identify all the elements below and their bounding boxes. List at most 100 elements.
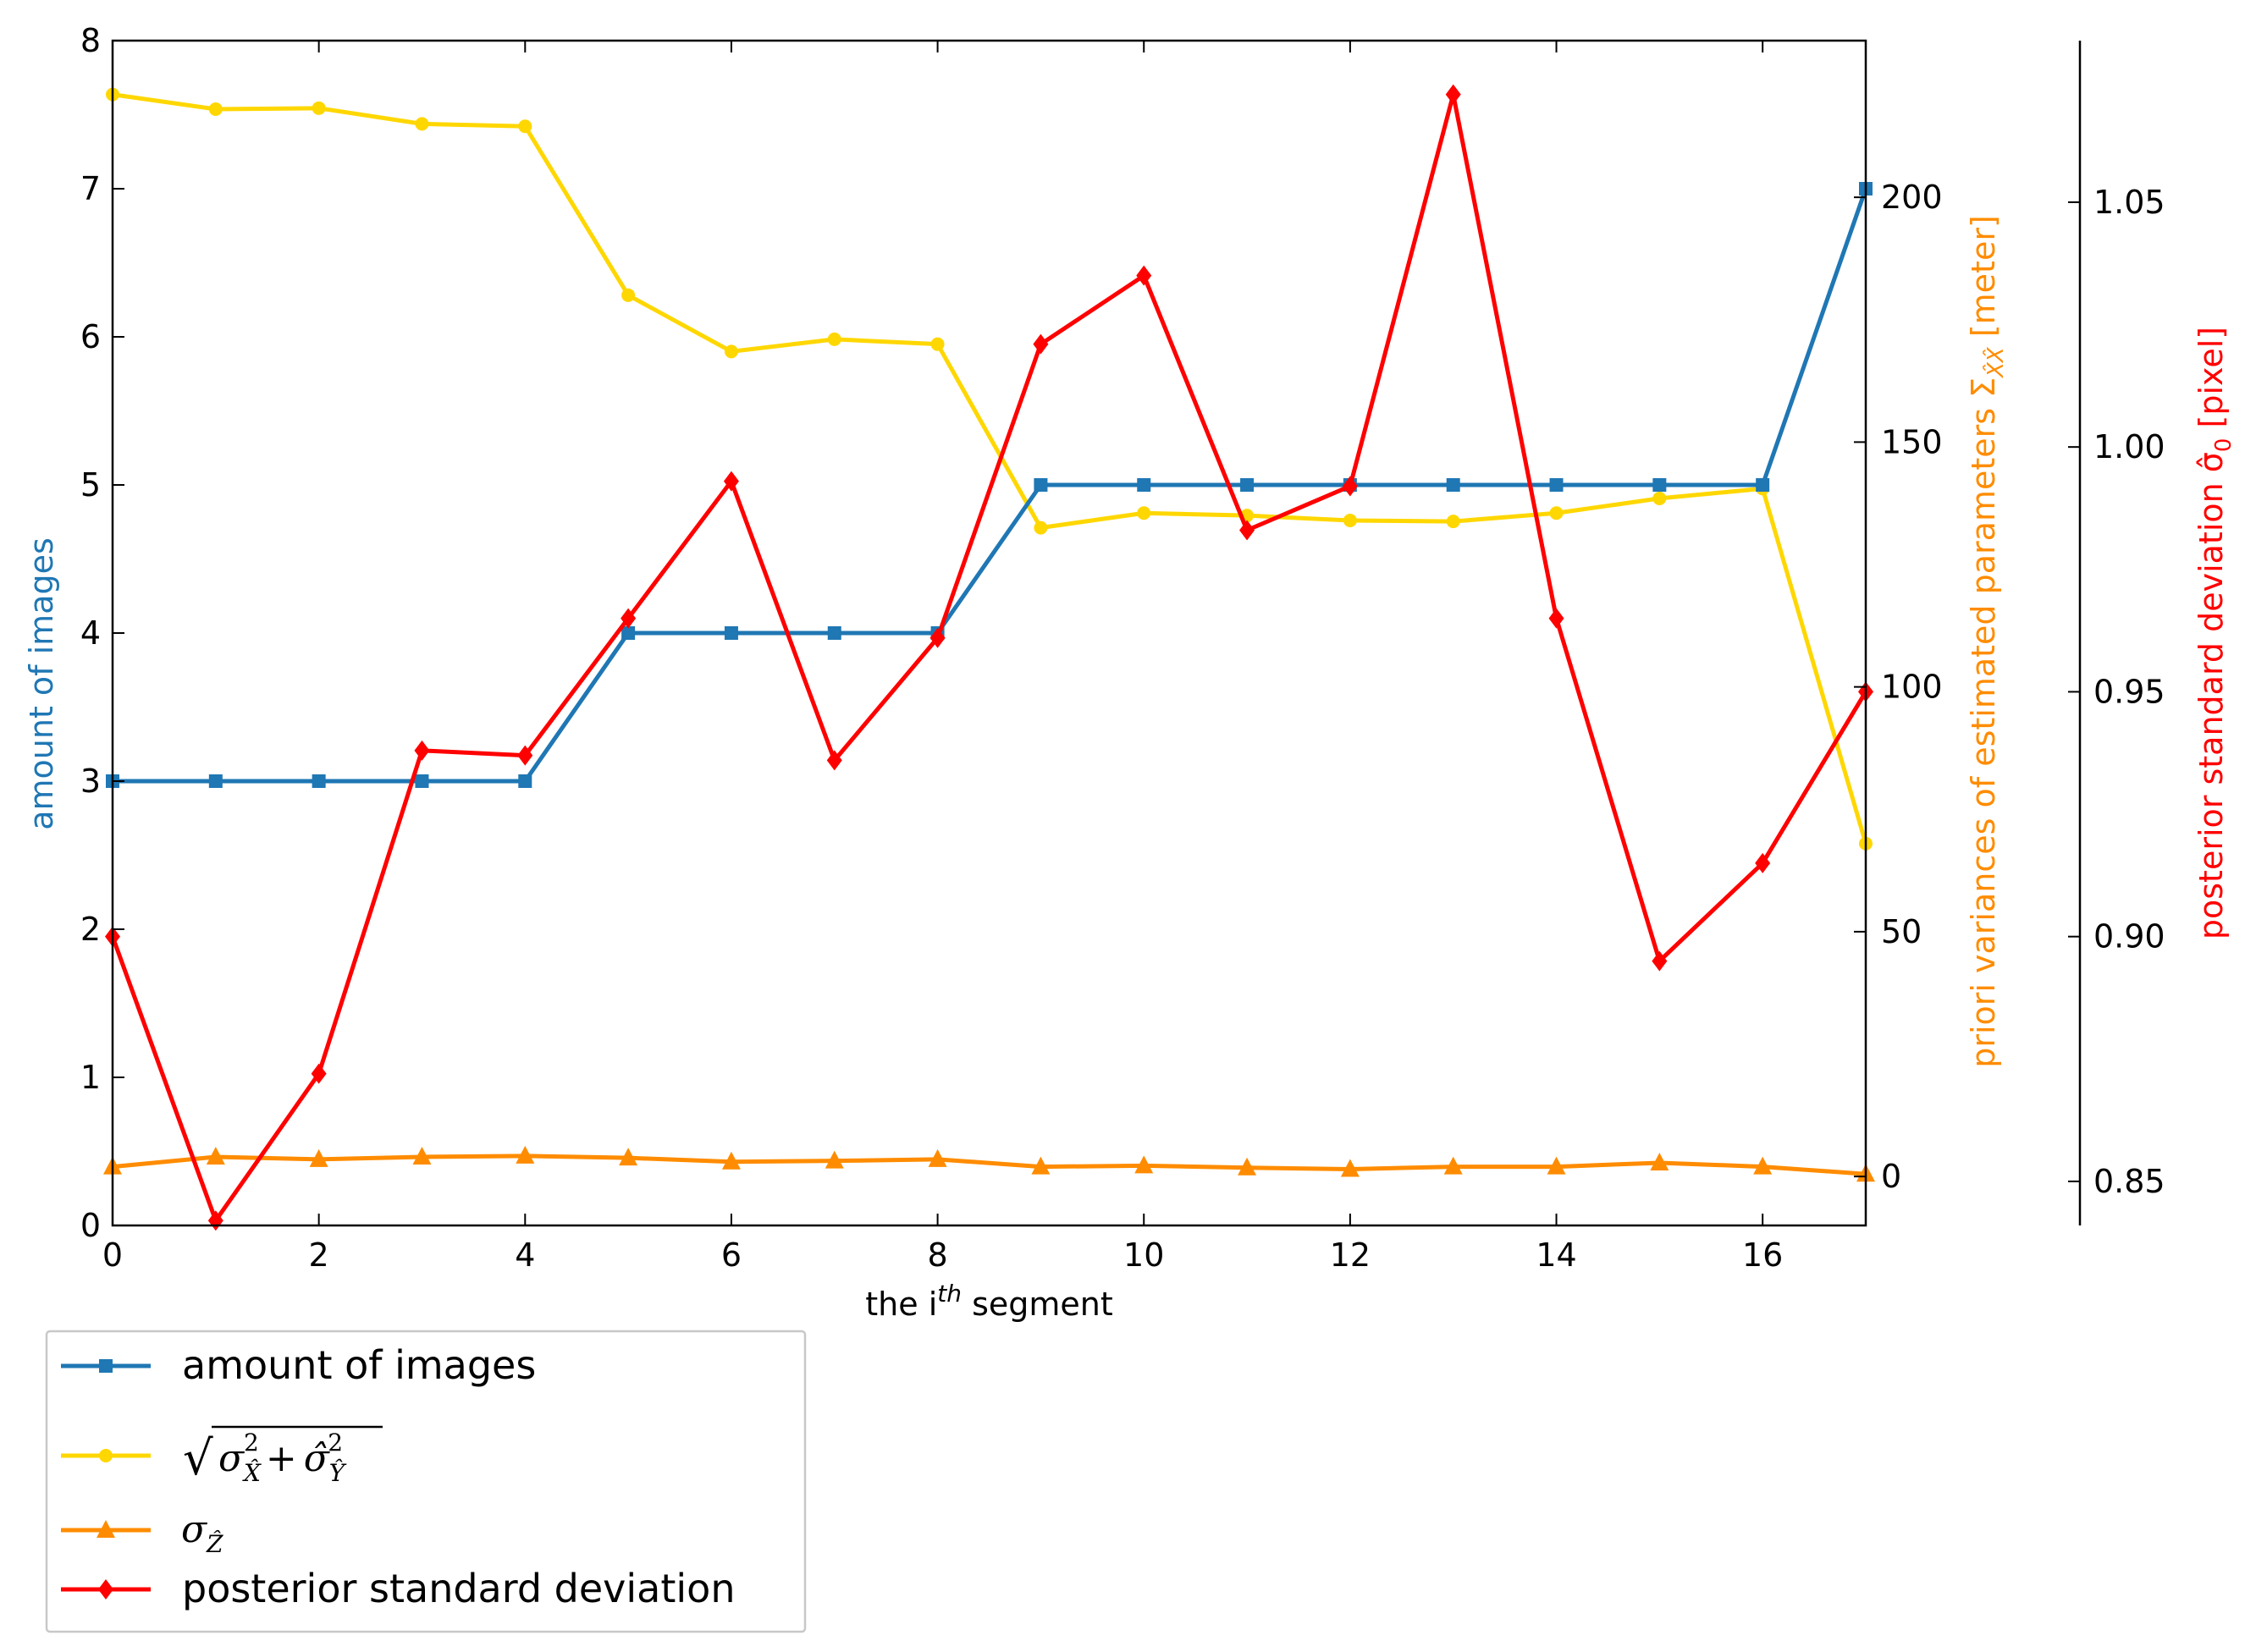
legend-plus: +: [266, 1437, 297, 1480]
right2-axis-label-sub: 0: [2211, 438, 2237, 453]
legend-entry-2: σẐ: [61, 1508, 223, 1558]
x-axis-label-suffix: segment: [962, 1286, 1113, 1323]
left-tick-label-4: 4: [80, 614, 101, 652]
data-point-1-8: [930, 337, 945, 351]
legend-label-1: σX̂2 + σ̂Ŷ2: [218, 1429, 347, 1487]
left-tick-label-6: 6: [80, 318, 101, 355]
data-point-1-5: [621, 288, 636, 302]
data-point-3-3: [414, 740, 430, 761]
data-point-2-4: [516, 1145, 535, 1164]
legend-sigma-x: σ: [218, 1437, 245, 1480]
data-point-3-7: [826, 750, 842, 771]
data-point-0-9: [1034, 478, 1048, 492]
data-point-1-1: [208, 102, 223, 116]
data-point-2-11: [1238, 1157, 1257, 1176]
legend-label-2: σẐ: [181, 1508, 223, 1558]
x-tick-label-6: 12: [1330, 1236, 1371, 1274]
legend-marker-3: [98, 1579, 113, 1600]
right2-axis-label-main: posterior standard deviation σ̂: [2193, 452, 2230, 939]
legend-marker-2: [97, 1520, 115, 1538]
series-line-1: [112, 92, 1868, 845]
data-point-0-6: [724, 626, 738, 640]
data-point-2-14: [1547, 1156, 1566, 1175]
right1-tick-label-3: 150: [1881, 423, 1943, 460]
data-point-1-4: [518, 119, 532, 134]
right2-axis-label: posterior standard deviation σ̂0 [pixel]: [2193, 327, 2237, 939]
data-point-2-13: [1443, 1156, 1463, 1175]
legend-sigma-y: σ̂: [304, 1437, 331, 1480]
right2-tick-label-3: 1.00: [2093, 428, 2165, 465]
series-2: [103, 1145, 1875, 1182]
right1-axis-label-main: priori variances of estimated parameters…: [1965, 377, 2002, 1068]
data-point-2-9: [1031, 1156, 1051, 1175]
right1-tick-label-1: 50: [1881, 913, 1922, 950]
data-point-3-4: [517, 745, 533, 766]
data-point-3-11: [1239, 520, 1255, 541]
data-point-3-13: [1445, 84, 1461, 105]
legend-sub-x: X̂: [242, 1459, 262, 1487]
right2-tick-label-4: 1.05: [2093, 184, 2165, 221]
legend-sqrt-sign: √: [183, 1431, 213, 1486]
right2-axis-label-suffix: [pixel]: [2193, 327, 2230, 438]
series-line-2: [112, 1154, 1867, 1176]
data-point-0-5: [621, 626, 636, 640]
data-point-2-5: [619, 1148, 638, 1166]
series-1: [106, 87, 1873, 851]
right1-tick-label-4: 200: [1881, 179, 1943, 216]
data-point-1-7: [827, 332, 841, 346]
legend-entry-0: amount of images: [61, 1342, 536, 1388]
data-point-2-7: [825, 1150, 844, 1169]
data-point-0-15: [1652, 478, 1667, 492]
left-tick-label-7: 7: [80, 170, 101, 207]
x-axis-label: the ith segment: [865, 1280, 1113, 1323]
data-point-2-8: [928, 1148, 947, 1167]
data-point-3-8: [929, 627, 946, 648]
legend-marker-0: [99, 1359, 113, 1373]
x-tick-label-4: 8: [927, 1236, 947, 1274]
x-axis-label-prefix: the i: [865, 1286, 937, 1323]
data-point-3-16: [1755, 852, 1771, 873]
left-tick-label-1: 1: [80, 1059, 101, 1096]
data-point-3-15: [1652, 950, 1668, 972]
data-point-0-14: [1549, 478, 1564, 492]
series-line-3: [110, 92, 1868, 1223]
x-tick-label-1: 2: [309, 1236, 329, 1274]
x-tick-label-5: 10: [1123, 1236, 1164, 1274]
left-tick-label-3: 3: [80, 763, 101, 800]
legend-sub-z: Ẑ: [206, 1530, 223, 1558]
right1-tick-label-0: 0: [1881, 1158, 1901, 1195]
right2-tick-label-0: 0.85: [2093, 1163, 2165, 1200]
data-point-1-15: [1652, 491, 1667, 505]
data-point-2-10: [1134, 1155, 1154, 1174]
data-point-1-10: [1137, 506, 1151, 520]
left-tick-label-2: 2: [80, 911, 101, 948]
data-point-1-9: [1034, 520, 1048, 535]
data-point-2-6: [721, 1151, 741, 1170]
data-point-2-15: [1650, 1152, 1669, 1170]
data-point-1-13: [1446, 515, 1460, 529]
data-point-3-14: [1548, 608, 1564, 629]
x-tick-label-7: 14: [1536, 1236, 1576, 1274]
data-point-0-10: [1137, 478, 1151, 492]
right1-axis-label-suffix: [meter]: [1965, 215, 2002, 347]
right1-axis-label-sub: X̂X̂: [1982, 346, 2009, 379]
x-tick-label-3: 6: [721, 1236, 742, 1274]
data-point-3-9: [1033, 333, 1049, 355]
series-line-0: [113, 188, 1868, 784]
data-point-0-3: [415, 774, 429, 788]
x-axis-label-sup: th: [937, 1280, 962, 1308]
data-point-0-4: [518, 774, 532, 788]
legend-entry-3: posterior standard deviation: [61, 1566, 735, 1611]
left-tick-label-5: 5: [80, 466, 101, 504]
data-point-0-13: [1446, 478, 1460, 492]
series-3: [105, 84, 1873, 1231]
legend-marker-1: [99, 1449, 113, 1462]
data-point-1-12: [1343, 513, 1357, 527]
data-point-0-2: [312, 774, 326, 788]
data-point-1-6: [724, 344, 738, 359]
data-point-1-14: [1549, 506, 1564, 520]
data-point-0-7: [827, 626, 841, 640]
left-axis-label: amount of images: [23, 537, 60, 830]
data-point-3-10: [1136, 265, 1152, 286]
